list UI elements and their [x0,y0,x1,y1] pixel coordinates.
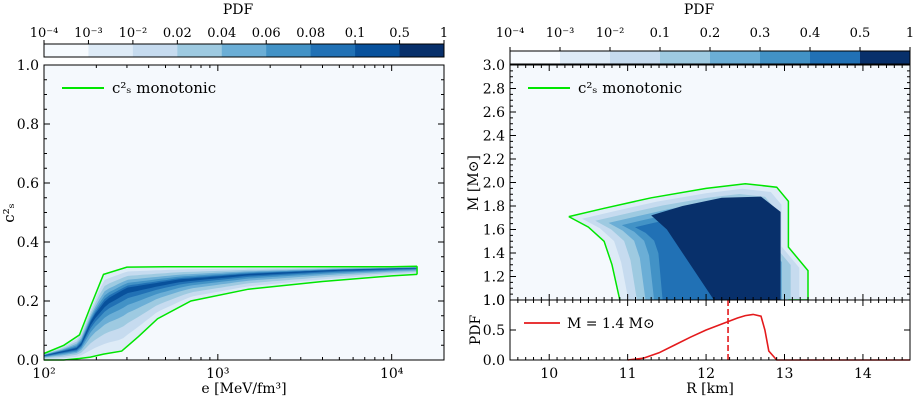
bottom-legend: M = 1.4 M⊙ [524,316,655,332]
right-y-tick-label: 1.6 [483,223,505,239]
right-colorbar-cell [760,51,811,64]
right-bottom-y-axis-label: PDF [468,315,484,346]
right-legend: c²ₛ monotonic [528,79,682,97]
right-bottom-background [510,300,910,360]
left-monotonic-lower-line [44,273,418,361]
left-x-tick-label: 10⁴ [380,366,404,382]
right-colorbar-tick-label: 0.3 [750,26,771,41]
left-colorbar-tick-label: 0.04 [207,26,236,41]
right-colorbar-frame [509,50,911,65]
bottom-legend-label: M = 1.4 M⊙ [567,316,655,332]
right-top-y-axis-label: M [M⊙] [466,155,482,211]
left-y-axis-label: c²ₛ [0,203,18,222]
pdf-curve-line [627,313,910,361]
right-colorbar-tick-label: 0.1 [650,26,671,41]
left-x-axis-label: e [MeV/fm³] [201,381,286,397]
left-colorbar-cell [310,44,356,57]
right-colorbar-cell [710,51,761,64]
left-colorbar-tick-label: 0.08 [296,26,325,41]
left-y-tick-label: 1.0 [17,58,39,74]
right-y-tick-label: 2.8 [483,82,505,98]
left-colorbar-cell [44,44,89,57]
left-colorbar-cell [399,44,445,57]
right-colorbar-cell [810,51,861,64]
right-colorbar-tick-label: 1 [906,26,914,41]
right-colorbar-tick-label: 0.4 [800,26,821,41]
left-colorbar-cell [177,44,223,57]
right-y-tick-label: 2.6 [483,105,505,121]
right-x-tick-label: 10 [540,366,558,382]
right-colorbar: PDF 10⁻⁴ 10⁻³ 10⁻² 0.1 0.2 0.3 0.4 0.5 1 [496,2,914,65]
right-bottom-plot: 10 11 12 13 14 0.0 0.5 1.0 M = 1.4 M⊙ PDF R [km… [468,293,911,397]
left-colorbar-tick-label: 0.1 [345,26,366,41]
left-y-tick-label: 0.2 [17,294,39,310]
left-colorbar-tick-label: 10⁻⁴ [30,26,59,41]
right-y-tick-label: 1.0 [483,293,505,309]
left-legend: c²ₛ monotonic [62,79,216,97]
right-x-tick-label: 12 [697,366,715,382]
left-legend-label: c²ₛ monotonic [112,79,216,97]
left-colorbar-cell [355,44,401,57]
right-y-tick-label: 1.2 [483,270,505,286]
right-colorbar-tick-label: 10⁻⁴ [496,26,525,41]
right-bottom-y-tick-label: 0.5 [483,323,505,339]
right-colorbar-tick-label: 0.5 [850,26,871,41]
left-colorbar-frame [43,43,445,58]
right-y-tick-label: 2.4 [483,129,505,145]
right-colorbar-tick-label: 10⁻² [596,26,625,41]
left-y-tick-label: 0.8 [17,117,39,133]
right-bottom-y-tick-label: 1.0 [483,293,505,309]
right-legend-label: c²ₛ monotonic [578,79,682,97]
left-colorbar-title: PDF [223,2,254,18]
left-density-band [44,267,418,356]
mr-monotonic-contour-right [568,182,809,301]
left-y-tick-label: 0.0 [17,353,39,369]
right-y-tick-label: 2.2 [483,152,505,168]
right-colorbar-title: PDF [684,2,715,18]
left-colorbar-tick-label: 10⁻³ [74,26,103,41]
left-colorbar-tick-label: 0.06 [252,26,281,41]
left-colorbar-cell [132,44,178,57]
left-colorbar: PDF 10⁻⁴ 10⁻³ 10⁻² 0.02 0.04 0.06 0.08 0.1 0.5 1 [30,2,448,58]
right-x-tick-label: 13 [776,366,794,382]
right-colorbar-cell [610,51,661,64]
right-x-tick-label: 11 [619,366,637,382]
left-colorbar-cell [88,44,134,57]
left-y-tick-label: 0.6 [17,176,39,192]
left-colorbar-tick-label: 1 [440,26,448,41]
left-monotonic-upper-line [43,265,418,355]
mr-monotonic-contour-left [568,215,621,301]
right-colorbar-cell [660,51,711,64]
right-bottom-y-tick-label: 0.0 [483,353,505,369]
right-x-tick-label: 14 [854,366,872,382]
right-colorbar-tick-label: 10⁻³ [546,26,575,41]
left-x-tick-label: 10³ [206,366,229,382]
right-y-tick-label: 3.0 [483,58,505,74]
left-colorbar-cell [266,44,312,57]
left-plot: 10² 10³ 10⁴ 0.0 0.2 0.4 0.6 0.8 1.0 c²ₛ monotoni… [0,58,445,397]
left-colorbar-cell [221,44,267,57]
right-colorbar-cell [560,51,611,64]
right-y-tick-label: 1.8 [483,199,505,215]
left-y-tick-label: 0.4 [17,235,39,251]
left-colorbar-tick-label: 10⁻² [119,26,148,41]
right-colorbar-cell [860,51,911,64]
right-top-plot: 1.0 1.2 1.4 1.6 1.8 2.0 2.2 2.4 2.6 2.8 3.0 c²ₛ mo… [466,58,911,309]
right-y-tick-label: 2.0 [483,176,505,192]
left-colorbar-tick-label: 0.5 [389,26,410,41]
right-colorbar-cell [510,51,561,64]
right-colorbar-tick-label: 0.2 [700,26,721,41]
right-x-axis-label: R [km] [686,381,734,397]
left-x-tick-label: 10² [32,366,55,382]
mr-density-band [651,196,781,300]
right-y-tick-label: 1.4 [483,246,505,262]
left-colorbar-tick-label: 0.02 [163,26,192,41]
